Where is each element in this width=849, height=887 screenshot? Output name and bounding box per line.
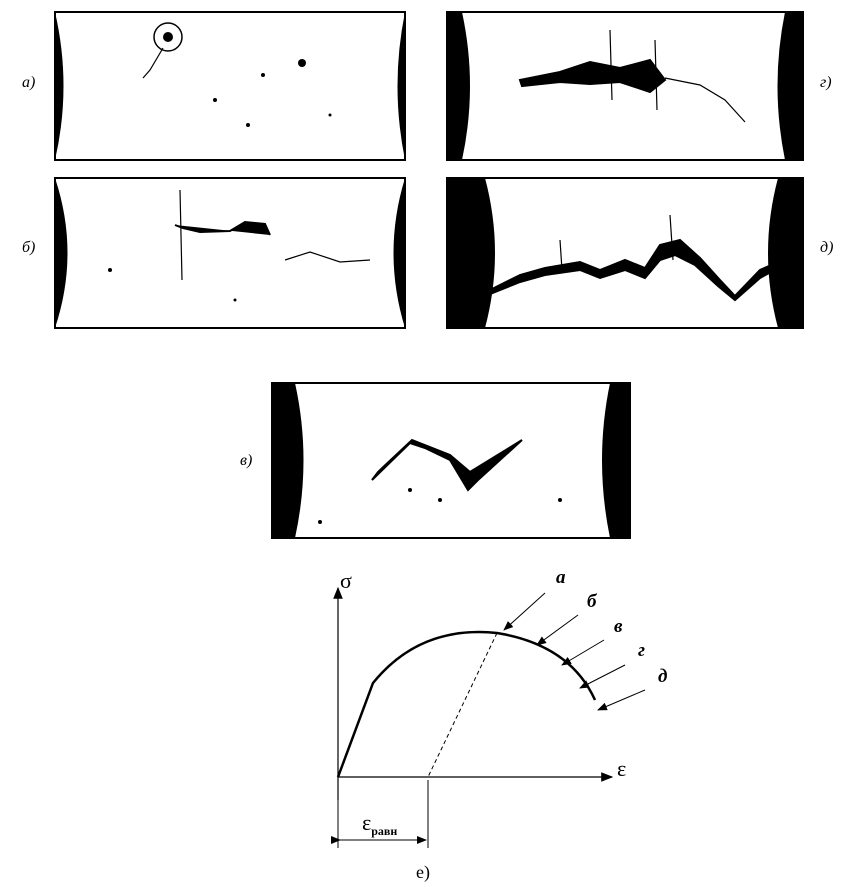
stress-strain-graph: σ ε εравн а б в г д е) [331, 567, 667, 883]
y-axis-label: σ [340, 568, 352, 593]
panel-label: д) [820, 239, 833, 256]
stage-label: г [638, 640, 645, 661]
panel-label: б) [22, 239, 35, 256]
strain-symbol: ε [362, 810, 371, 835]
panel-a: а) [22, 11, 406, 161]
panel-g: г) [446, 11, 832, 161]
strain-subscript: равн [371, 824, 397, 838]
stage-label: в [614, 616, 623, 637]
panel-b: б) [22, 177, 406, 329]
panel-label: а) [22, 74, 35, 91]
unload-line [427, 632, 498, 778]
caption: е) [416, 862, 430, 883]
stage-label: д [658, 666, 667, 687]
strain-label: εравн [362, 810, 397, 838]
curve [336, 630, 597, 778]
panel-label: г) [820, 74, 832, 91]
x-axis-label: ε [617, 756, 626, 781]
panel-label: в) [240, 452, 252, 469]
panel-v: в) [240, 382, 631, 539]
stage-label: б [587, 591, 598, 612]
stage-label: а [556, 567, 566, 588]
panel-d: д) [446, 177, 833, 329]
